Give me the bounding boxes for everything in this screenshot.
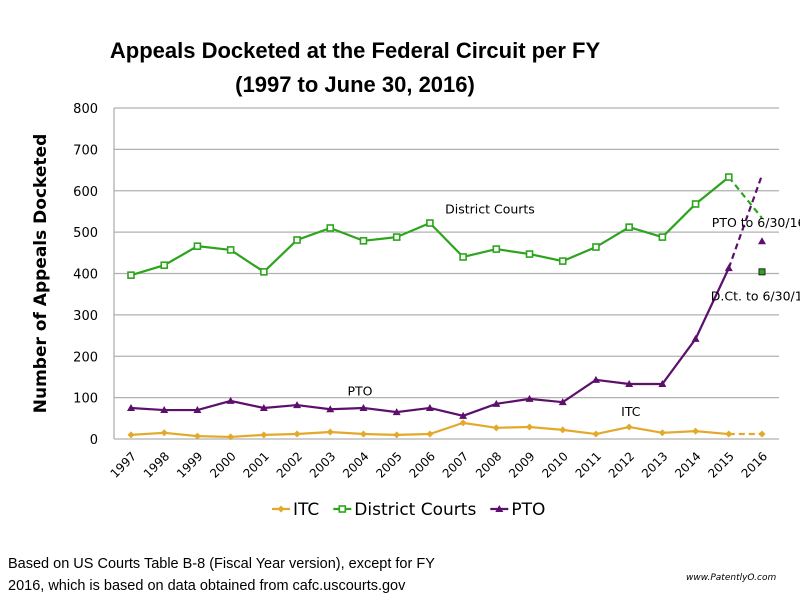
y-tick-label: 100: [73, 392, 98, 407]
series-district-courts: [128, 174, 762, 278]
annotation: ITC: [621, 404, 641, 419]
data-point-square: [339, 506, 345, 512]
data-point-square: [394, 234, 400, 240]
x-tick-label: 1999: [174, 449, 205, 480]
x-tick-label: 2016: [739, 449, 770, 480]
y-tick-label: 800: [73, 102, 98, 117]
series-projection-line-district-courts: [729, 177, 762, 218]
data-point-square: [360, 238, 366, 244]
x-tick-label: 2014: [672, 449, 703, 480]
data-point-square: [194, 243, 200, 249]
x-tick-label: 2002: [274, 449, 305, 480]
x-tick-label: 2005: [373, 449, 404, 480]
data-point-square: [294, 237, 300, 243]
data-point-square: [593, 244, 599, 250]
data-point-diamond: [360, 431, 367, 438]
partial-year-point-pto: [758, 237, 766, 244]
x-tick-label: 2001: [240, 449, 271, 480]
x-tick-label: 2011: [573, 449, 604, 480]
y-tick-label: 200: [73, 350, 98, 365]
data-point-square: [128, 272, 134, 278]
data-point-square: [460, 254, 466, 260]
y-axis-label: Number of Appeals Docketed: [31, 134, 51, 413]
partial-year-point-district-courts: [759, 269, 765, 275]
x-tick-label: 2008: [473, 449, 504, 480]
data-point-diamond: [460, 419, 467, 426]
line-chart: 0100200300400500600700800199719981999200…: [0, 0, 800, 600]
data-point-square: [261, 269, 267, 275]
x-tick-label: 2000: [207, 449, 238, 480]
footnote-line-1: Based on US Courts Table B-8 (Fiscal Yea…: [8, 555, 435, 573]
data-point-diamond: [128, 431, 135, 438]
y-tick-label: 300: [73, 309, 98, 324]
legend-label: ITC: [293, 500, 319, 520]
data-point-square: [626, 224, 632, 230]
x-tick-label: 2004: [340, 449, 371, 480]
x-tick-label: 2006: [407, 449, 438, 480]
data-point-square: [161, 262, 167, 268]
data-point-triangle: [692, 335, 700, 342]
data-point-diamond: [278, 506, 285, 513]
x-tick-label: 2003: [307, 449, 338, 480]
data-point-diamond: [592, 431, 599, 438]
data-point-diamond: [725, 431, 732, 438]
watermark: www.PatentlyO.com: [686, 573, 776, 583]
data-point-diamond: [626, 424, 633, 431]
y-tick-label: 700: [73, 143, 98, 158]
data-point-diamond: [294, 431, 301, 438]
data-point-square: [327, 225, 333, 231]
x-tick-label: 2013: [639, 449, 670, 480]
data-point-diamond: [260, 431, 267, 438]
y-tick-label: 500: [73, 226, 98, 241]
data-point-triangle: [725, 264, 733, 271]
series-line-pto: [131, 268, 729, 416]
legend-label: District Courts: [354, 500, 476, 520]
annotation: D.Ct. to 6/30/16: [711, 288, 800, 303]
data-point-diamond: [493, 424, 500, 431]
data-point-diamond: [393, 431, 400, 438]
data-point-diamond: [559, 426, 566, 433]
x-tick-label: 1998: [141, 449, 172, 480]
data-point-square: [726, 174, 732, 180]
x-tick-label: 2012: [606, 449, 637, 480]
footnote-line-2: 2016, which is based on data obtained fr…: [8, 577, 405, 595]
data-point-diamond: [659, 429, 666, 436]
annotation: PTO to 6/30/16: [712, 215, 800, 230]
y-tick-label: 600: [73, 185, 98, 200]
data-point-square: [228, 247, 234, 253]
x-tick-label: 2015: [705, 449, 736, 480]
annotation: District Courts: [445, 202, 535, 217]
data-point-diamond: [759, 431, 766, 438]
data-point-diamond: [327, 428, 334, 435]
data-point-diamond: [692, 428, 699, 435]
x-tick-label: 2009: [506, 449, 537, 480]
legend: ITC District Courts PTO: [272, 500, 545, 520]
data-point-square: [427, 220, 433, 226]
x-tick-label: 2007: [440, 449, 471, 480]
data-point-square: [659, 234, 665, 240]
legend-label: PTO: [511, 500, 545, 520]
data-point-diamond: [426, 431, 433, 438]
y-tick-label: 0: [90, 433, 98, 448]
x-tick-label: 1997: [108, 449, 139, 480]
data-point-square: [527, 251, 533, 257]
data-point-diamond: [526, 424, 533, 431]
data-point-square: [693, 201, 699, 207]
series-itc: [128, 419, 766, 440]
data-point-diamond: [161, 429, 168, 436]
data-point-square: [493, 246, 499, 252]
y-tick-label: 400: [73, 268, 98, 283]
data-point-square: [560, 258, 566, 264]
x-tick-label: 2010: [539, 449, 570, 480]
annotation: PTO: [347, 384, 372, 399]
